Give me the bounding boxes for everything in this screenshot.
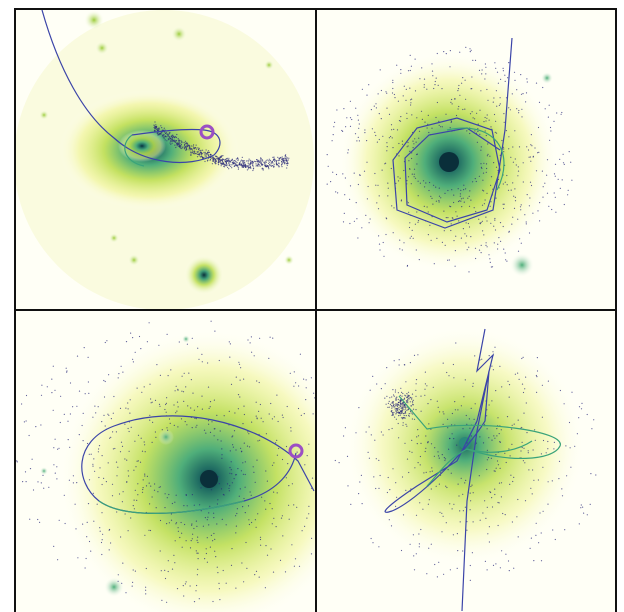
tidal-stream-particles [334, 342, 597, 581]
panel-top-right-image [317, 10, 616, 309]
frame-horizontal-divider [14, 309, 617, 311]
galaxy-halo-glow [59, 329, 315, 612]
satellite-galaxy [184, 255, 224, 295]
panel-bottom-left [14, 311, 315, 612]
panel-bottom-left-image [14, 311, 315, 612]
galaxy-core [200, 470, 218, 488]
orbit-path [81, 415, 315, 514]
panel-top-right [317, 10, 616, 309]
satellite-marker [199, 124, 215, 140]
tidal-stream-particles [16, 320, 315, 603]
orbit-path [384, 328, 495, 612]
panel-bottom-right-image [317, 311, 616, 612]
tidal-stream-particles [326, 46, 573, 273]
panel-bottom-right [317, 311, 616, 612]
panel-top-left [14, 10, 315, 309]
galaxy-core [118, 130, 166, 162]
tidal-stream-particles [153, 121, 290, 172]
satellite-marker [288, 443, 304, 459]
orbit-path [41, 10, 221, 164]
galaxy-core [439, 152, 459, 172]
orbit-path [392, 37, 513, 229]
panel-top-left-image [14, 10, 315, 309]
